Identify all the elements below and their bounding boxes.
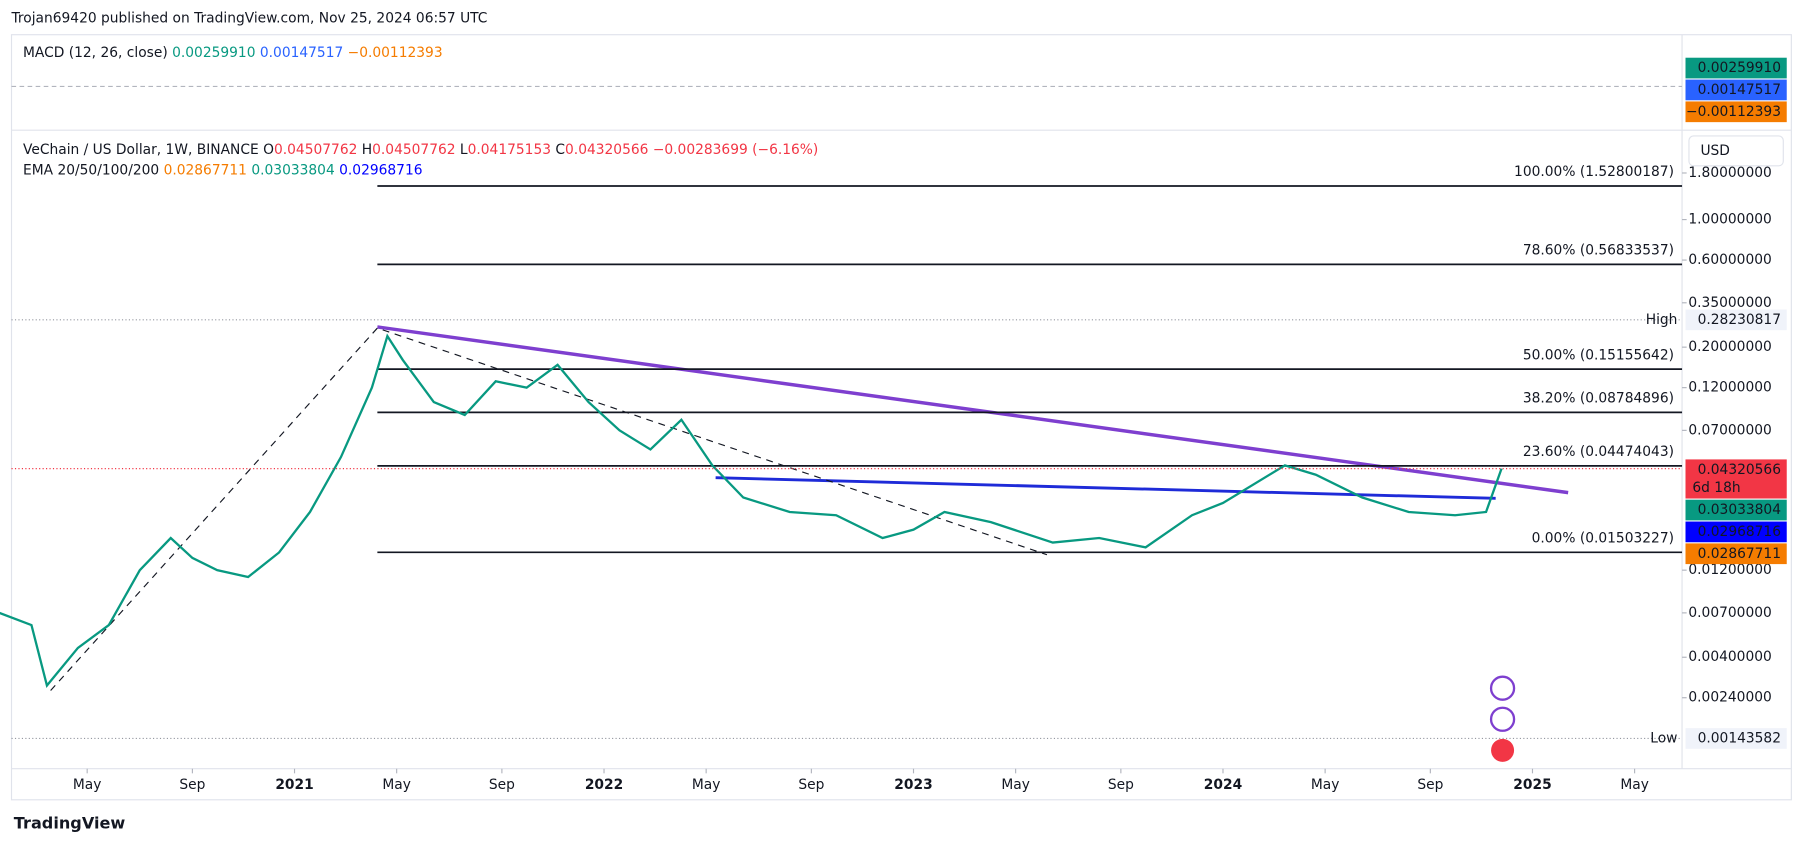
ohlc-value: 0.04507762: [274, 142, 357, 158]
icon[interactable]: [1491, 738, 1515, 762]
y-tick-label: 0.60000000: [1688, 252, 1771, 268]
macd-badge: [1685, 57, 1787, 79]
fib-label: 38.20% (0.08784896): [1523, 391, 1674, 407]
symbol: VeChain / US Dollar, 1W, BINANCE: [23, 142, 259, 158]
price-badge: [1685, 543, 1787, 565]
x-tick-label: May: [1311, 777, 1340, 793]
fib-label: 100.00% (1.52800187): [1514, 164, 1674, 180]
price-badge-value: 0.02867711: [1698, 546, 1781, 562]
macd-legend: MACD (12, 26, close) 0.00259910 0.001475…: [23, 45, 443, 61]
macd-title: MACD (12, 26, close): [23, 45, 168, 61]
macd-badge: [1685, 79, 1787, 101]
icons: [1489, 675, 1516, 762]
x-tick-label: May: [73, 777, 102, 793]
x-tick-label: 2022: [585, 777, 623, 793]
x-tick-label: May: [692, 777, 721, 793]
price-badge: [1685, 499, 1787, 521]
fib-anchor-line: [50, 327, 1048, 691]
x-tick-label: 2025: [1513, 777, 1551, 793]
x-tick-label: Sep: [1108, 777, 1134, 793]
x-tick-label: Sep: [1417, 777, 1443, 793]
fib-label: 23.60% (0.04474043): [1523, 444, 1674, 460]
macd-value: 0.00259910: [172, 45, 255, 61]
ema-legend: EMA 20/50/100/200 0.02867711 0.03033804 …: [23, 162, 423, 178]
publish-line: Trojan69420 published on TradingView.com…: [11, 11, 488, 27]
ema-title: EMA 20/50/100/200: [23, 162, 159, 178]
ohlc-value: 0.04175153: [468, 142, 551, 158]
change: −0.00283699 (−6.16%): [653, 142, 819, 158]
y-tick-label: 0.00240000: [1688, 690, 1771, 706]
macd-badge: [1685, 101, 1787, 123]
low-badge: [1685, 728, 1787, 749]
macd-value: −0.00112393: [348, 45, 443, 61]
x-tick-label: Sep: [798, 777, 824, 793]
frame: [10, 34, 1792, 801]
price-badge: [1685, 459, 1787, 499]
x-tick-label: Sep: [489, 777, 515, 793]
trendline: [377, 325, 1569, 495]
macd-badge-value: 0.00147517: [1698, 82, 1781, 98]
macd-badge-value: −0.00112393: [1686, 104, 1781, 120]
ohlc-key: L: [460, 142, 468, 158]
low-value: 0.00143582: [1698, 730, 1781, 746]
fib-label: 50.00% (0.15155642): [1523, 347, 1674, 363]
x-tick-label: May: [1001, 777, 1030, 793]
price-badge: [1685, 521, 1787, 543]
high-value: 0.28230817: [1698, 312, 1781, 328]
y-tick-label: 1.80000000: [1688, 165, 1771, 181]
y-tick-label: 0.07000000: [1688, 422, 1771, 438]
fib-label: 0.00% (0.01503227): [1532, 530, 1674, 546]
support-line: [715, 476, 1496, 500]
x-tick-label: 2021: [275, 777, 313, 793]
symbol-legend: VeChain / US Dollar, 1W, BINANCE O0.0450…: [23, 142, 818, 158]
y-tick-label: 0.35000000: [1688, 295, 1771, 311]
ema-value: 0.02968716: [339, 162, 422, 178]
ohlc-key: H: [362, 142, 372, 158]
x-tick-label: May: [1620, 777, 1649, 793]
ema-value: 0.02867711: [164, 162, 247, 178]
price-badge-value: 0.03033804: [1698, 502, 1781, 518]
y-tick-label: 0.00700000: [1688, 605, 1771, 621]
ohlc-key: O: [263, 142, 274, 158]
price-badge-note: 6d 18h: [1692, 480, 1740, 496]
macd-badge-value: 0.00259910: [1698, 60, 1781, 76]
high-label: High: [1646, 312, 1678, 328]
x-tick-label: 2024: [1204, 777, 1242, 793]
y-tick-label: 0.20000000: [1688, 339, 1771, 355]
ohlc-value: 0.04320566: [565, 142, 648, 158]
fib-label: 78.60% (0.56833537): [1523, 243, 1674, 259]
x-tick-label: 2023: [894, 777, 932, 793]
price-badge-value: 0.04320566: [1698, 462, 1781, 478]
y-tick-label: 1.00000000: [1688, 212, 1771, 228]
x-tick-label: May: [382, 777, 411, 793]
currency-button[interactable]: [1688, 135, 1784, 167]
low-label: Low: [1650, 730, 1677, 746]
currency-label[interactable]: USD: [1700, 143, 1729, 159]
price-badge-value: 0.02968716: [1698, 524, 1781, 540]
icon[interactable]: [1489, 675, 1516, 701]
price-line: [0, 333, 1503, 688]
brand: TradingView: [14, 813, 126, 832]
y-tick-label: 0.01200000: [1688, 562, 1771, 578]
macd-value: 0.00147517: [260, 45, 343, 61]
ohlc-value: 0.04507762: [372, 142, 455, 158]
x-tick-label: Sep: [179, 777, 205, 793]
ema-value: 0.03033804: [251, 162, 334, 178]
y-tick-label: 0.12000000: [1688, 380, 1771, 396]
high-badge: [1685, 309, 1787, 331]
icon[interactable]: [1489, 706, 1516, 732]
y-tick-label: 0.00400000: [1688, 649, 1771, 665]
ohlc-key: C: [555, 142, 565, 158]
